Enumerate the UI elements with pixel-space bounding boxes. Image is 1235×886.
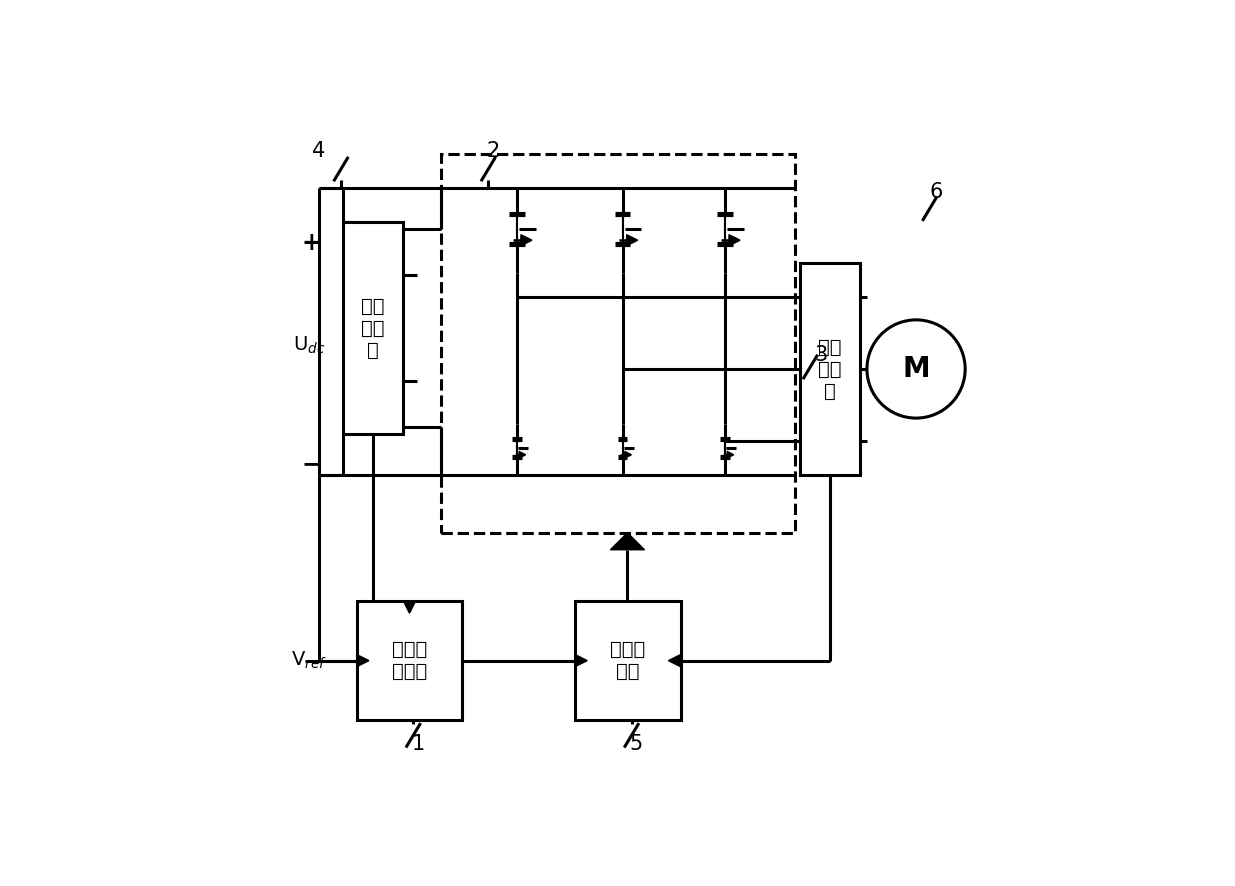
Polygon shape — [519, 452, 526, 458]
Text: 6: 6 — [930, 182, 944, 202]
Polygon shape — [668, 655, 680, 667]
Bar — [441, 154, 795, 532]
Polygon shape — [625, 452, 631, 458]
Bar — [800, 263, 860, 475]
Text: U$_{dc}$: U$_{dc}$ — [293, 334, 325, 356]
Polygon shape — [576, 655, 587, 667]
Polygon shape — [404, 601, 416, 613]
Circle shape — [867, 320, 966, 418]
Text: V$_{ref}$: V$_{ref}$ — [291, 650, 327, 672]
Text: 充放电
控制器: 充放电 控制器 — [391, 640, 427, 681]
Text: 1: 1 — [411, 734, 425, 754]
Polygon shape — [610, 532, 645, 549]
Text: 电流
传感
器: 电流 传感 器 — [819, 338, 842, 400]
Bar — [343, 222, 403, 434]
Text: −: − — [301, 453, 321, 477]
Text: M: M — [903, 355, 930, 383]
Text: 5: 5 — [630, 734, 643, 754]
Text: 3: 3 — [814, 346, 827, 365]
Text: +: + — [301, 230, 321, 255]
Text: 4: 4 — [312, 141, 326, 160]
Text: 2: 2 — [487, 141, 500, 160]
Text: 电压
传感
器: 电压 传感 器 — [362, 297, 385, 360]
Polygon shape — [727, 452, 734, 458]
Polygon shape — [357, 655, 369, 667]
Text: 电流调
节器: 电流调 节器 — [610, 640, 646, 681]
Bar — [576, 601, 680, 720]
Polygon shape — [626, 235, 637, 245]
Polygon shape — [729, 235, 740, 245]
Polygon shape — [521, 235, 532, 245]
Bar — [357, 601, 462, 720]
